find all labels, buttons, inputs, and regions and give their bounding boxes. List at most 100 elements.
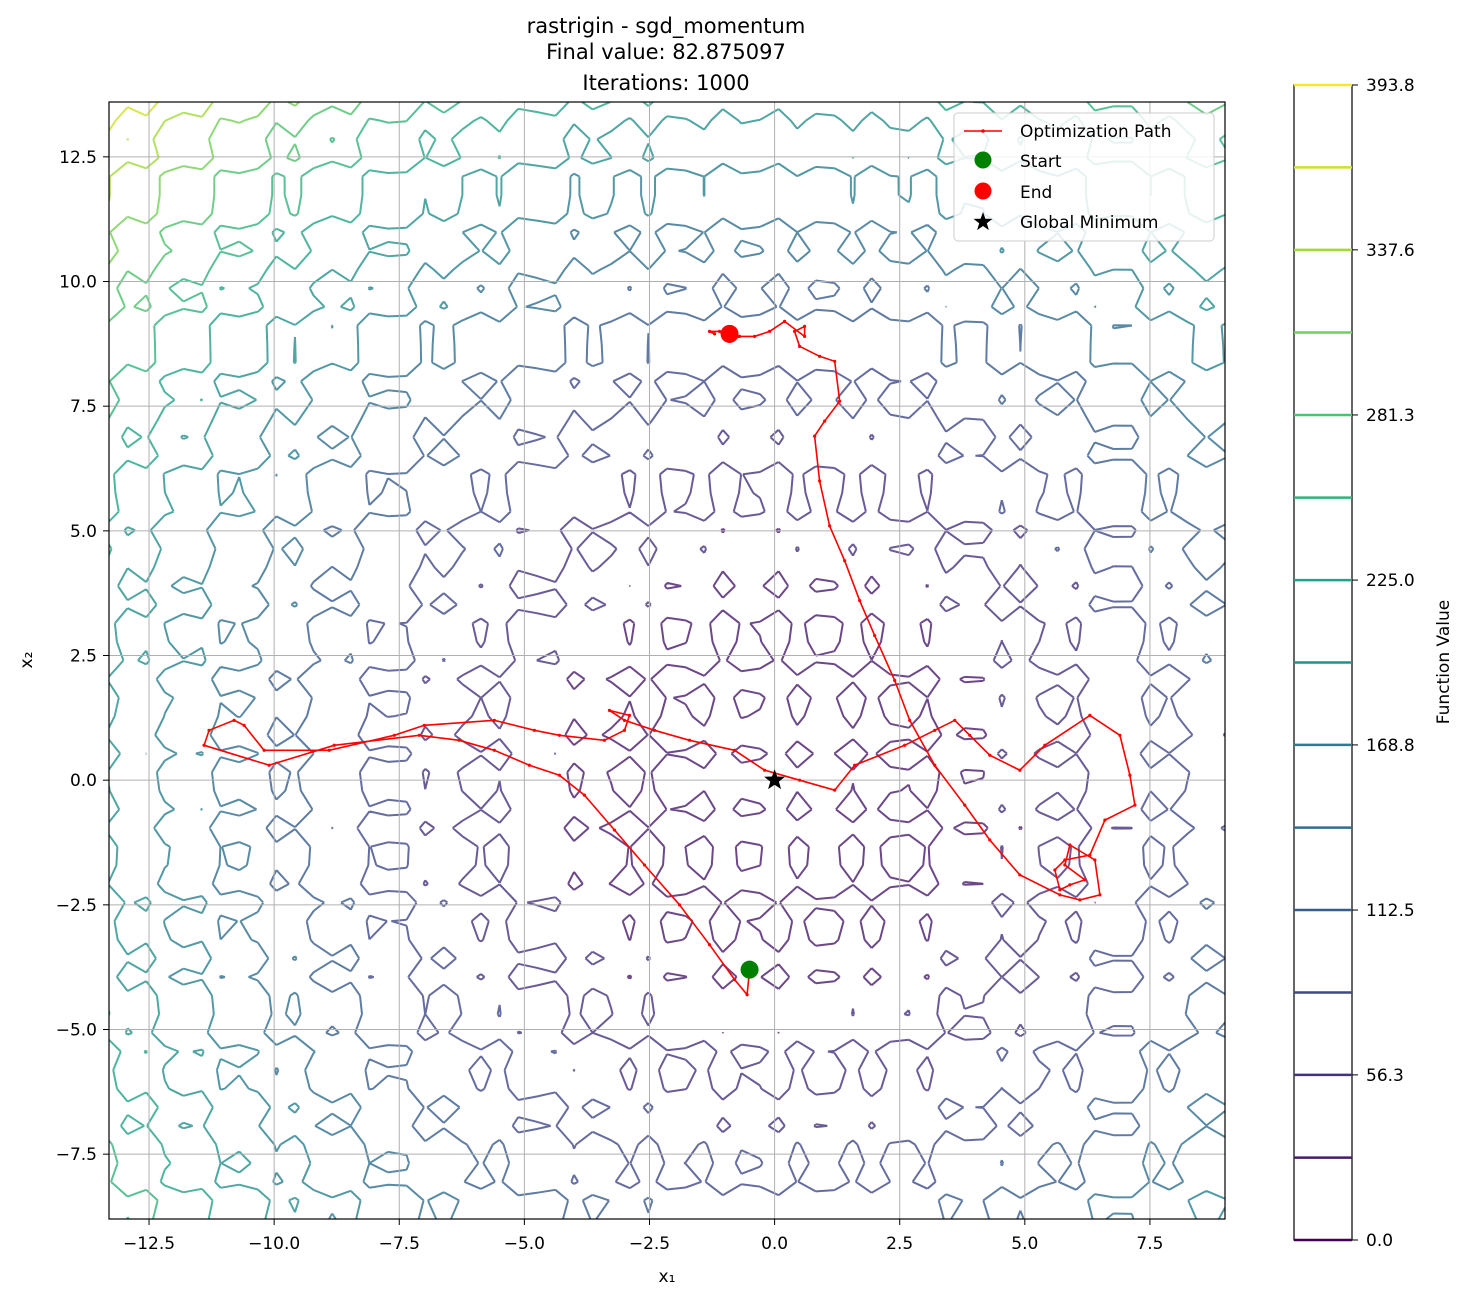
colorbar-tick-label: 225.0 [1366,571,1415,591]
colorbar-label: Function Value [1434,600,1454,724]
path-point [1068,883,1072,887]
x-tick-label: 5.0 [1011,1234,1038,1254]
legend-entry-path: Optimization Path [1020,122,1172,142]
x-axis-ticks: −12.5 −10.0 −7.5 −5.0 −2.5 0.0 2.5 5.0 7.5 [123,1219,1163,1254]
legend-entry-end: End [1020,183,1052,203]
path-point [687,738,692,742]
end-marker [720,324,739,343]
path-point [893,678,897,683]
path-point [1068,843,1072,847]
contour-level-56.3 [418,429,1134,1134]
path-point [818,479,822,483]
path-point [707,329,712,333]
path-point [712,332,717,336]
path-point [793,329,797,333]
legend-entry-start: Start [1020,152,1062,172]
path-point [752,334,757,338]
chart-title-line-3: Iterations: 1000 [582,71,749,95]
contour-level-253.1 [109,102,1225,1219]
path-point [622,718,627,722]
colorbar: 0.0 56.3 112.5 168.8 225.0 281.3 337.6 393.8 Fu… [1293,76,1454,1251]
path-point [803,334,807,338]
contour-lines [109,102,1225,1219]
path-point [953,718,957,722]
path-point [267,763,271,767]
contour-level-84.4 [330,364,1225,1197]
colorbar-tick-label: 393.8 [1366,76,1415,96]
path-point [422,723,426,727]
y-tick-label: 10.0 [59,273,97,293]
x-tick-label: 2.5 [886,1234,913,1254]
path-point [833,788,837,792]
path-point [843,559,847,563]
path-point [707,943,712,947]
path-point [242,723,246,727]
start-marker [740,960,759,979]
path-point [737,334,742,338]
x-tick-label: −2.5 [629,1234,670,1254]
path-point [1093,858,1097,862]
path-point [1058,893,1062,897]
contour-level-140.6 [208,217,1225,1219]
colorbar-tick-label: 337.6 [1366,241,1415,261]
colorbar-level-lines [1294,83,1352,1242]
path-point [732,748,737,752]
y-tick-label: 7.5 [70,397,97,417]
legend-start-marker [974,151,992,169]
colorbar-tick-label: 168.8 [1366,736,1415,756]
x-tick-label: 7.5 [1136,1234,1163,1254]
path-point [798,344,802,348]
contour-level-225 [109,102,1225,1219]
path-point [1053,868,1057,872]
path-point [933,728,937,732]
path-point [262,748,266,752]
path-point [392,733,396,737]
path-point [492,718,496,722]
path-point [1103,818,1107,822]
path-point [798,778,802,782]
path-point [622,728,627,732]
path-point [677,903,682,907]
path-point [908,718,912,722]
contour-level-365.7 [109,102,159,132]
path-point [1018,768,1022,772]
y-tick-label: −7.5 [56,1145,97,1165]
path-point [833,359,837,363]
contour-level-196.9 [109,108,1225,1219]
legend-star-marker [973,212,993,231]
x-tick-label: 0.0 [761,1234,788,1254]
x-tick-label: −7.5 [379,1234,420,1254]
path-point [1098,893,1102,897]
path-point [988,753,992,757]
path-point [717,329,722,333]
path-point [732,978,737,982]
path-point [327,748,331,752]
contour-level-28.1 [563,527,1023,1034]
path-point [602,738,607,742]
path-point [803,324,807,328]
optimization-path-layer [202,319,1137,997]
path-point [1078,898,1082,902]
path-point [1043,743,1047,747]
contour-level-281.3 [109,102,1225,322]
path-point [232,718,236,722]
path-point [1058,888,1062,892]
path-point [783,319,787,324]
path-point [823,419,827,423]
path-point [202,743,206,747]
legend-path-marker [981,129,985,133]
path-point [612,828,617,832]
colorbar-ticks: 0.0 56.3 112.5 168.8 225.0 281.3 337.6 393.8 [1352,76,1415,1251]
optimization-path-line [203,320,1136,997]
x-tick-label: −10.0 [248,1234,300,1254]
x-axis-label: x₁ [659,1267,676,1287]
path-point [642,863,647,867]
path-point [988,838,992,842]
x-tick-label: −12.5 [123,1234,175,1254]
path-point [557,773,562,777]
path-point [745,993,749,997]
path-point [762,768,767,772]
path-point [627,713,632,717]
y-tick-label: −5.0 [56,1021,97,1041]
